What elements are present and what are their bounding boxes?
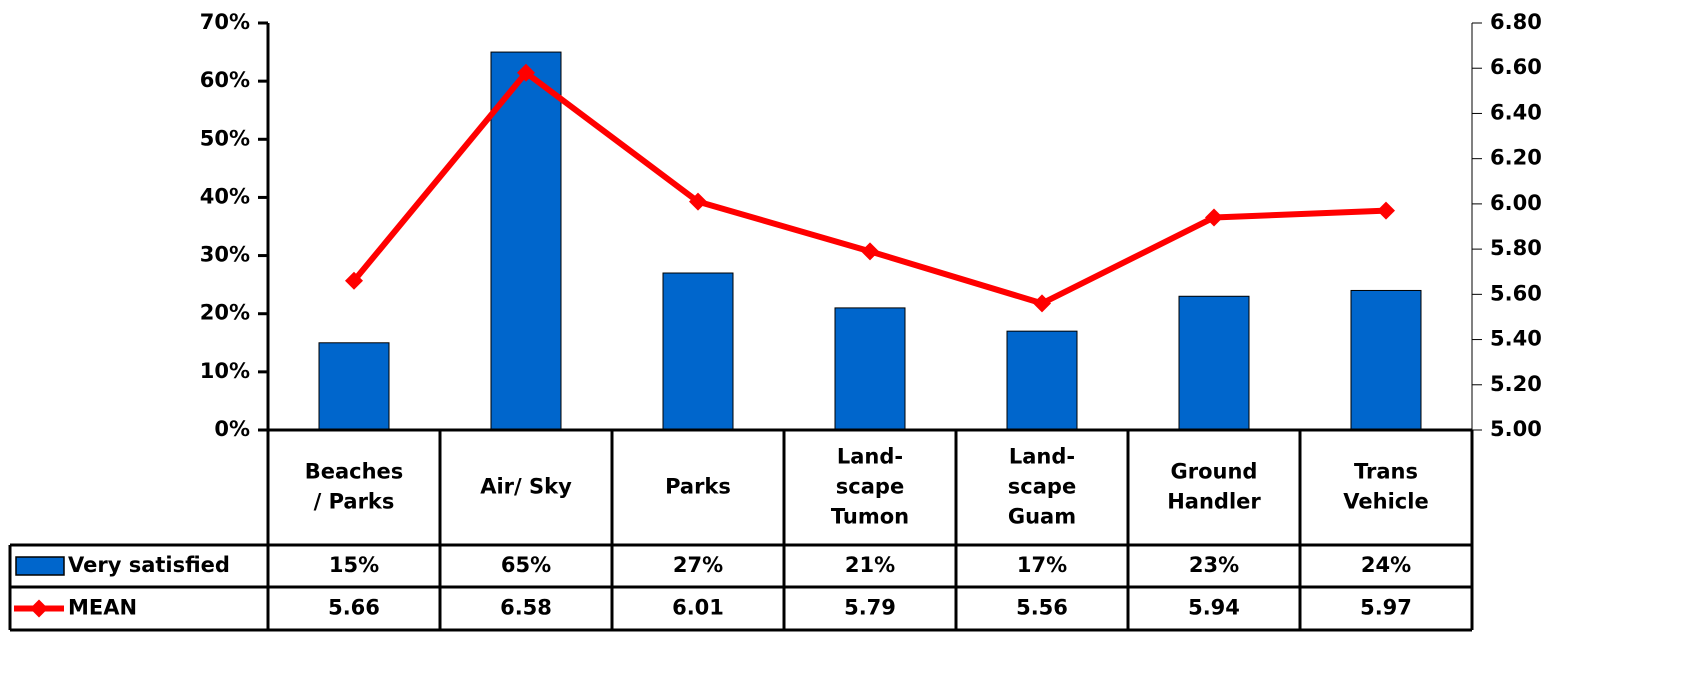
mean-marker	[1205, 208, 1223, 227]
bar	[662, 272, 734, 431]
category-label: Parks	[665, 475, 731, 499]
y2-tick-label: 5.00	[1490, 417, 1542, 441]
category-label: Air/ Sky	[480, 475, 572, 499]
mean-marker	[345, 271, 363, 290]
table-value: 5.66	[328, 596, 380, 620]
category-label: Land-scape Tumon	[831, 445, 909, 529]
bar	[1350, 289, 1422, 431]
bar	[318, 342, 390, 431]
mean-marker	[861, 242, 879, 261]
category-label: Beaches / Parks	[305, 460, 404, 514]
table-value: 27%	[673, 553, 723, 577]
category-label: Land-scape Guam	[1008, 445, 1076, 529]
y2-tick-label: 5.80	[1490, 236, 1542, 260]
bar	[1178, 295, 1250, 431]
mean-marker	[689, 192, 707, 211]
table-value: 5.79	[844, 596, 896, 620]
y2-tick-label: 6.80	[1490, 10, 1542, 34]
y-tick-label: 20%	[200, 301, 250, 325]
bar	[490, 51, 562, 431]
table-value: 23%	[1189, 553, 1239, 577]
y-tick-label: 30%	[200, 243, 250, 267]
mean-marker	[1033, 294, 1051, 313]
table-value: 24%	[1361, 553, 1411, 577]
table-value: 5.56	[1016, 596, 1068, 620]
category-label: Trans Vehicle	[1343, 460, 1428, 514]
y-tick-label: 40%	[200, 184, 250, 208]
y2-tick-label: 5.40	[1490, 327, 1542, 351]
category-label: Ground Handler	[1167, 460, 1261, 514]
table-value: 21%	[845, 553, 895, 577]
legend-label: MEAN	[68, 596, 137, 620]
y2-tick-label: 6.20	[1490, 146, 1542, 170]
y-tick-label: 10%	[200, 359, 250, 383]
table-value: 6.01	[672, 596, 724, 620]
table-value: 5.97	[1360, 596, 1412, 620]
y2-tick-label: 5.20	[1490, 372, 1542, 396]
mean-marker	[1377, 201, 1395, 220]
y-tick-label: 70%	[200, 10, 250, 34]
y-tick-label: 50%	[200, 126, 250, 150]
legend-key	[15, 556, 65, 576]
legend-key	[30, 599, 48, 618]
table-value: 17%	[1017, 553, 1067, 577]
table-value: 15%	[329, 553, 379, 577]
bar	[834, 307, 906, 431]
y2-tick-label: 6.40	[1490, 100, 1542, 124]
bar	[1006, 330, 1078, 431]
table-value: 5.94	[1188, 596, 1240, 620]
y2-tick-label: 6.60	[1490, 55, 1542, 79]
y2-tick-label: 6.00	[1490, 191, 1542, 215]
table-value: 6.58	[500, 596, 552, 620]
y-tick-label: 60%	[200, 68, 250, 92]
y-tick-label: 0%	[214, 417, 250, 441]
mean-marker	[517, 63, 535, 82]
legend-label: Very satisfied	[68, 553, 230, 577]
y2-tick-label: 5.60	[1490, 281, 1542, 305]
table-value: 65%	[501, 553, 551, 577]
